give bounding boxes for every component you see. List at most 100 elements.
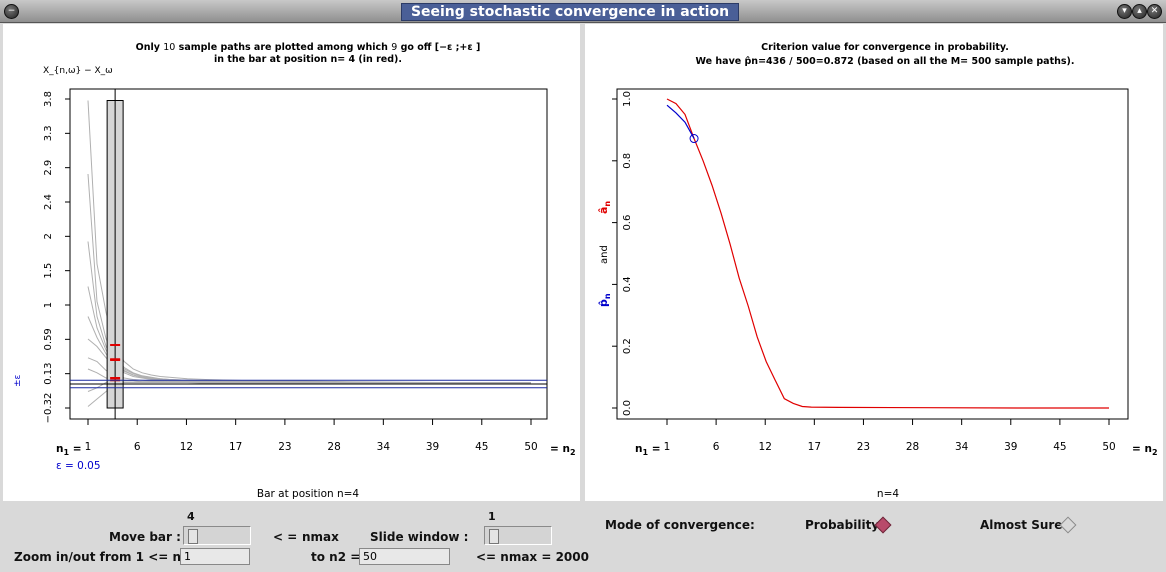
almost-sure-label: Almost Sure	[980, 518, 1063, 532]
right-y-axis: 1.0 0.8 0.6 0.4 0.2 0.0	[612, 91, 633, 416]
x-tick-label: 39	[426, 441, 439, 453]
x-tick-label: 23	[278, 441, 291, 453]
position-bar[interactable]	[106, 89, 124, 419]
x-tick-label: 12	[180, 441, 193, 453]
left-plot-svg: Only 10 sample paths are plotted among w…	[13, 42, 576, 500]
x-tick-label: 1	[85, 441, 92, 453]
y-tick-label: 0.0	[622, 400, 633, 416]
x-tick-label: 17	[808, 441, 821, 453]
right-plot-title-line1: Criterion value for convergence in proba…	[761, 42, 1009, 53]
y-tick-label: 1.5	[43, 263, 54, 279]
sample-paths	[87, 100, 532, 407]
criterion-lines	[666, 98, 1109, 409]
right-plot-footer: n=4	[877, 488, 899, 500]
p-hat-line	[666, 104, 695, 139]
window-title: Seeing stochastic convergence in action	[401, 3, 739, 21]
y-tick-label: 0.4	[622, 276, 633, 292]
right-ylabel-and: and	[599, 245, 610, 264]
right-plot-svg: Criterion value for convergence in proba…	[597, 42, 1158, 500]
slide-window-value: 1	[488, 510, 496, 523]
sample-path	[87, 173, 531, 383]
move-bar-value: 4	[187, 510, 195, 523]
y-tick-label: 2.9	[43, 160, 54, 176]
maximize-icon[interactable]: ▴	[1132, 4, 1147, 19]
y-tick-label: 1	[43, 302, 54, 308]
x-tick-label: 23	[857, 441, 870, 453]
x-tick-label: 28	[906, 441, 919, 453]
left-n2-label: = n2	[550, 443, 576, 457]
left-y-axis: 3.8 3.3 2.9 2.4 2 1.5 1 0.59 0.13 −0.32	[43, 91, 70, 423]
x-tick-label: 45	[475, 441, 488, 453]
x-tick-label: 39	[1004, 441, 1017, 453]
sample-path	[87, 316, 531, 384]
sample-path	[87, 382, 531, 407]
sample-path	[87, 338, 531, 384]
y-tick-label: 0.8	[622, 153, 633, 169]
right-plot-panel: Criterion value for convergence in proba…	[585, 24, 1163, 501]
x-tick-label: 6	[134, 441, 141, 453]
x-tick-label: 12	[759, 441, 772, 453]
sample-path	[87, 100, 531, 383]
left-plot-footer: Bar at position n=4	[257, 488, 360, 500]
left-plot-ylabel: X_{n,ω} − X_ω	[43, 66, 113, 76]
x-tick-label: 45	[1053, 441, 1066, 453]
y-tick-label: 0.6	[622, 215, 633, 231]
y-tick-label: 1.0	[622, 91, 633, 107]
move-bar-label: Move bar :	[109, 530, 181, 544]
y-tick-label: 3.3	[43, 125, 54, 141]
probability-label: Probability	[805, 518, 880, 532]
move-bar-slider[interactable]	[183, 526, 251, 545]
arrow-label: < =	[273, 530, 298, 544]
y-tick-label: 0.59	[43, 328, 54, 350]
right-ylabel-p: p̂n	[597, 293, 612, 307]
to-n2-label: to n2 =	[311, 550, 361, 564]
epsilon-band	[70, 379, 547, 389]
move-bar-slider-thumb[interactable]	[188, 529, 198, 544]
sample-path	[87, 241, 532, 384]
left-n1-label: n1 =	[56, 443, 82, 457]
x-tick-label: 34	[955, 441, 969, 453]
panel-separator	[580, 24, 585, 501]
left-plot-panel: Only 10 sample paths are plotted among w…	[3, 24, 580, 501]
y-tick-label: 0.13	[43, 363, 54, 385]
window-menu-button[interactable]: −	[4, 4, 19, 19]
n2-input[interactable]: 50	[359, 548, 450, 565]
window-titlebar: − Seeing stochastic convergence in actio…	[0, 0, 1166, 23]
y-tick-label: 3.8	[43, 91, 54, 107]
x-tick-label: 34	[377, 441, 391, 453]
slide-window-slider-thumb[interactable]	[489, 529, 499, 544]
x-tick-label: 1	[664, 441, 671, 453]
x-tick-label: 17	[229, 441, 242, 453]
left-plot-title-line1: Only 10 sample paths are plotted among w…	[136, 42, 481, 53]
a-hat-line	[666, 98, 1109, 409]
left-x-axis: 1 6 12 17 23 28 34 39 45 50	[85, 419, 538, 453]
right-plot-frame	[616, 88, 1129, 420]
right-n2-label: = n2	[1132, 443, 1158, 457]
x-tick-label: 50	[524, 441, 537, 453]
nmax-label: nmax	[302, 530, 339, 544]
current-point-marker	[689, 134, 699, 144]
close-icon[interactable]: ✕	[1147, 4, 1162, 19]
x-tick-label: 6	[713, 441, 720, 453]
n1-input[interactable]: 1	[180, 548, 250, 565]
slide-window-label: Slide window :	[370, 530, 469, 544]
mode-label: Mode of convergence:	[605, 518, 755, 532]
epsilon-band-label: ±ε	[13, 374, 23, 387]
right-plot-title-line2: We have p̂n=436 / 500=0.872 (based on al…	[696, 56, 1075, 67]
epsilon-value: ε = 0.05	[56, 460, 101, 472]
y-tick-label: 2.4	[43, 194, 54, 210]
left-plot-title-line2: in the bar at position n= 4 (in red).	[214, 54, 402, 65]
left-plot-frame	[69, 88, 548, 420]
right-n1-label: n1 =	[635, 443, 661, 457]
right-ylabel-a: ân	[597, 201, 612, 214]
zoom-label: Zoom in/out from 1 <= n1 =	[14, 550, 204, 564]
x-tick-label: 50	[1102, 441, 1115, 453]
sample-path	[87, 286, 531, 384]
nmax-value-label: <= nmax = 2000	[476, 550, 589, 564]
x-tick-label: 28	[327, 441, 340, 453]
minimize-icon[interactable]: ▾	[1117, 4, 1132, 19]
y-tick-label: 0.2	[622, 338, 633, 354]
y-tick-label: 2	[43, 233, 54, 239]
right-x-axis: 1 6 12 17 23 28 34 39 45 50	[664, 419, 1116, 453]
slide-window-slider[interactable]	[484, 526, 552, 545]
